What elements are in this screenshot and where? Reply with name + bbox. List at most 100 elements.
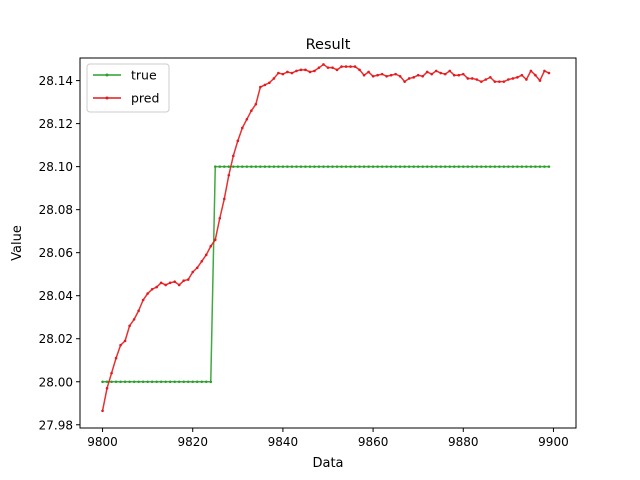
data-point-true bbox=[177, 380, 181, 384]
chart-title: Result bbox=[306, 37, 351, 53]
data-point-pred bbox=[299, 68, 303, 72]
data-point-true bbox=[123, 380, 127, 384]
x-tick-label: 9900 bbox=[538, 435, 569, 449]
data-point-true bbox=[168, 380, 172, 384]
data-point-true bbox=[245, 165, 249, 168]
data-point-pred bbox=[489, 76, 492, 79]
data-point-pred bbox=[173, 280, 176, 284]
data-point-true bbox=[114, 380, 118, 384]
data-point-pred bbox=[177, 283, 181, 287]
data-point-true bbox=[326, 165, 330, 168]
x-tick-label: 9880 bbox=[448, 435, 479, 449]
data-point-true bbox=[286, 165, 289, 168]
data-point-pred bbox=[353, 65, 357, 68]
legend-label-pred: pred bbox=[131, 91, 159, 106]
data-point-true bbox=[376, 165, 379, 168]
data-point-pred bbox=[182, 279, 186, 282]
data-point-pred bbox=[250, 109, 253, 112]
y-axis-label: Value bbox=[10, 225, 25, 261]
data-point-true bbox=[534, 165, 537, 168]
data-point-true bbox=[507, 165, 510, 168]
data-point-pred bbox=[466, 77, 470, 80]
data-point-true bbox=[353, 165, 357, 168]
data-point-true bbox=[480, 165, 483, 168]
data-point-true bbox=[516, 165, 519, 168]
data-point-true bbox=[322, 165, 325, 168]
data-point-true bbox=[529, 165, 533, 168]
data-point-true bbox=[254, 165, 258, 168]
data-point-pred bbox=[331, 66, 334, 69]
data-point-true bbox=[317, 165, 321, 168]
data-point-true bbox=[344, 165, 348, 168]
data-point-pred bbox=[245, 118, 249, 121]
data-point-true bbox=[484, 165, 488, 168]
data-point-true bbox=[119, 380, 122, 384]
data-point-true bbox=[204, 380, 208, 384]
data-point-true bbox=[213, 165, 217, 168]
y-tick-label: 28.12 bbox=[39, 117, 73, 131]
data-point-true bbox=[101, 380, 104, 384]
data-point-pred bbox=[480, 80, 483, 83]
data-point-true bbox=[222, 165, 226, 168]
data-point-true bbox=[209, 380, 213, 384]
data-point-pred bbox=[128, 324, 131, 328]
data-point-true bbox=[403, 165, 406, 168]
data-point-pred bbox=[439, 71, 443, 75]
y-tick-label: 28.10 bbox=[39, 160, 73, 174]
data-point-pred bbox=[362, 73, 366, 77]
data-point-pred bbox=[452, 73, 456, 77]
data-point-pred bbox=[507, 78, 510, 81]
data-point-true bbox=[362, 165, 366, 168]
data-point-pred bbox=[241, 126, 244, 130]
data-point-pred bbox=[313, 69, 316, 73]
data-point-pred bbox=[227, 173, 231, 177]
data-point-true bbox=[164, 380, 167, 384]
data-point-true bbox=[236, 165, 240, 168]
data-point-pred bbox=[511, 77, 515, 80]
data-point-true bbox=[159, 380, 163, 384]
data-point-pred bbox=[191, 270, 195, 274]
data-point-pred bbox=[516, 76, 519, 79]
x-axis-label: Data bbox=[312, 456, 343, 471]
data-point-true bbox=[146, 380, 149, 384]
data-point-pred bbox=[141, 298, 145, 302]
data-point-true bbox=[105, 380, 109, 384]
x-tick-label: 9820 bbox=[177, 435, 208, 449]
data-point-true bbox=[543, 165, 546, 168]
data-point-pred bbox=[380, 72, 384, 76]
data-point-pred bbox=[236, 139, 240, 143]
data-point-true bbox=[461, 165, 465, 168]
y-tick-label: 28.04 bbox=[39, 289, 73, 303]
data-point-pred bbox=[525, 78, 528, 81]
data-point-pred bbox=[443, 72, 447, 76]
data-point-pred bbox=[538, 79, 542, 82]
data-point-true bbox=[525, 165, 528, 168]
data-point-true bbox=[132, 380, 136, 384]
data-point-pred bbox=[268, 81, 271, 85]
data-point-pred bbox=[164, 283, 167, 287]
data-point-true bbox=[498, 165, 501, 168]
data-point-true bbox=[313, 165, 316, 168]
data-point-true bbox=[340, 165, 343, 168]
data-point-pred bbox=[493, 80, 497, 83]
legend-entries: true pred bbox=[93, 68, 159, 106]
data-point-pred bbox=[394, 72, 397, 76]
series-line-true bbox=[102, 165, 549, 383]
data-point-true bbox=[502, 165, 506, 168]
data-point-pred bbox=[403, 80, 406, 83]
data-point-pred bbox=[335, 68, 339, 72]
data-point-true bbox=[110, 380, 113, 384]
data-point-true bbox=[150, 380, 154, 384]
data-point-true bbox=[443, 165, 447, 168]
data-point-pred bbox=[389, 73, 393, 77]
data-point-pred bbox=[286, 70, 289, 74]
y-tick-label: 28.06 bbox=[39, 246, 73, 260]
data-point-true bbox=[412, 165, 415, 168]
data-point-true bbox=[457, 165, 461, 168]
data-point-true bbox=[489, 165, 492, 168]
data-point-true bbox=[439, 165, 443, 168]
legend-marker-pred bbox=[105, 96, 109, 100]
data-point-true bbox=[195, 380, 199, 384]
data-point-true bbox=[385, 165, 388, 168]
legend-marker-true bbox=[105, 73, 109, 77]
